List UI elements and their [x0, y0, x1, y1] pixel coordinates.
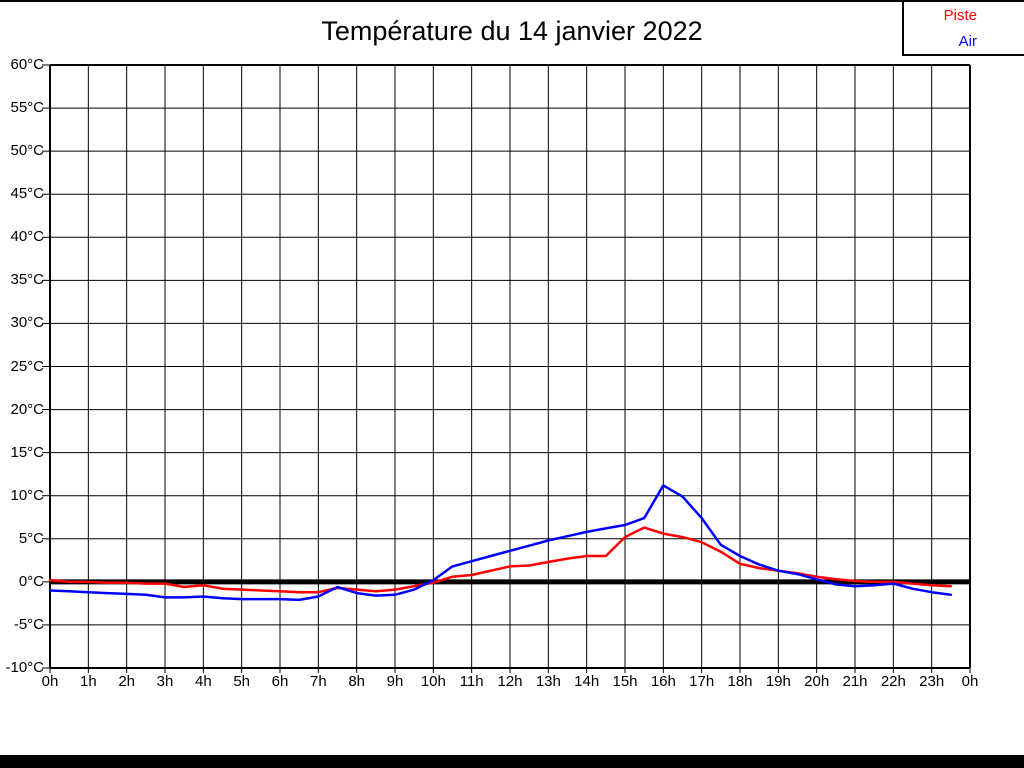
x-tick-label: 2h [118, 673, 135, 690]
x-tick-label: 18h [727, 673, 753, 690]
x-tick-label: 0h [41, 673, 59, 690]
y-tick-label: 45°C [10, 185, 44, 203]
x-tick-label: 20h [804, 673, 830, 690]
x-tick-label: 15h [612, 673, 638, 690]
x-tick-label: 0h [961, 673, 979, 690]
y-tick-label: 50°C [10, 142, 44, 160]
x-tick-label: 1h [79, 673, 97, 690]
x-tick-label: 16h [650, 673, 676, 690]
y-tick-label: 15°C [10, 443, 44, 461]
x-tick-label: 5h [233, 673, 250, 690]
x-tick-label: 7h [309, 673, 327, 690]
x-tick-label: 13h [535, 673, 561, 690]
y-tick-label: 10°C [10, 486, 44, 504]
x-tick-label: 8h [348, 673, 365, 690]
y-tick-label: 25°C [10, 357, 44, 375]
image-top-border [0, 0, 1024, 2]
y-tick-label: -10°C [5, 659, 44, 676]
image-bottom-border [0, 755, 1024, 768]
legend-item-piste: Piste [943, 6, 977, 24]
y-tick-label: 20°C [10, 400, 44, 418]
x-tick-label: 11h [459, 673, 484, 690]
x-tick-label: 19h [765, 673, 791, 690]
x-tick-label: 12h [497, 673, 523, 690]
y-tick-label: 60°C [10, 56, 44, 73]
x-tick-label: 14h [574, 673, 600, 690]
legend-item-air: Air [958, 32, 977, 50]
series-line-air [48, 484, 953, 602]
x-tick-label: 17h [689, 673, 715, 690]
x-tick-label: 4h [194, 673, 212, 690]
x-tick-label: 6h [271, 673, 289, 690]
legend: Piste Air [902, 2, 1024, 56]
chart-title: Température du 14 janvier 2022 [321, 16, 703, 46]
x-tick-label: 9h [386, 673, 404, 690]
x-tick-label: 3h [156, 673, 174, 690]
y-tick-label: 5°C [18, 529, 44, 547]
x-tick-label: 21h [842, 673, 868, 690]
y-tick-label: -5°C [13, 615, 44, 633]
y-tick-label: 35°C [10, 271, 44, 289]
x-tick-label: 22h [880, 673, 906, 690]
y-tick-label: 30°C [10, 314, 44, 332]
x-tick-label: 23h [919, 673, 945, 690]
y-tick-label: 55°C [10, 99, 44, 117]
y-tick-label: 40°C [10, 228, 44, 246]
y-tick-label: 0°C [18, 572, 44, 590]
x-tick-label: 10h [420, 673, 446, 690]
